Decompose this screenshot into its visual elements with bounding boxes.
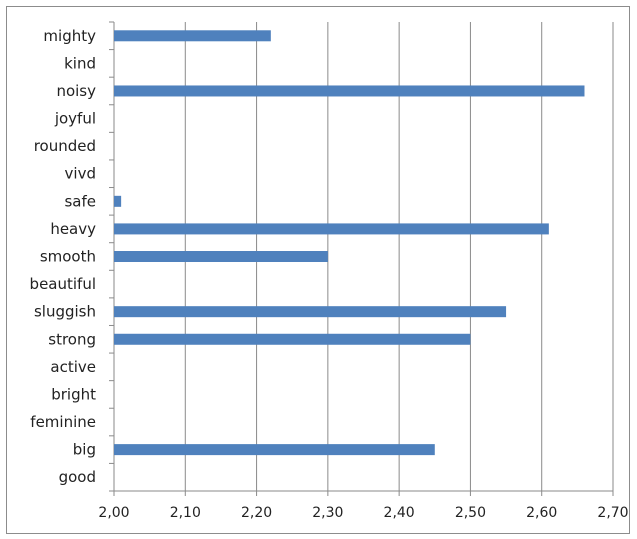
category-label-feminine: feminine xyxy=(30,413,96,431)
category-label-noisy: noisy xyxy=(56,82,96,100)
category-label-heavy: heavy xyxy=(50,220,96,238)
category-label-vivd: vivd xyxy=(65,165,96,183)
bar-big xyxy=(114,444,435,456)
bar-sluggish xyxy=(114,306,507,318)
bar-smooth xyxy=(114,251,328,262)
x-tick-label: 2,10 xyxy=(170,505,201,521)
x-tick-label: 2,60 xyxy=(526,505,557,521)
bar-safe xyxy=(114,195,122,207)
category-label-rounded: rounded xyxy=(34,137,96,155)
x-tick-label: 2,50 xyxy=(455,505,486,521)
bar-noisy xyxy=(114,85,585,97)
category-label-sluggish: sluggish xyxy=(34,303,96,321)
category-label-active: active xyxy=(50,358,96,376)
x-tick-label: 2,30 xyxy=(312,505,343,521)
bar-heavy xyxy=(114,223,549,235)
x-tick-label: 2,20 xyxy=(241,505,272,521)
x-tick-label: 2,40 xyxy=(384,505,415,521)
category-label-strong: strong xyxy=(48,330,96,348)
category-label-joyful: joyful xyxy=(54,110,96,128)
category-label-safe: safe xyxy=(64,192,96,210)
x-tick-label: 2,00 xyxy=(98,505,129,521)
category-label-mighty: mighty xyxy=(43,27,96,45)
category-label-kind: kind xyxy=(64,54,96,72)
category-label-beautiful: beautiful xyxy=(30,275,96,293)
bar-mighty xyxy=(114,30,271,42)
bar-strong xyxy=(114,333,471,345)
category-label-good: good xyxy=(59,468,96,486)
category-label-bright: bright xyxy=(51,385,96,403)
x-tick-label: 2,70 xyxy=(597,505,628,521)
category-label-big: big xyxy=(73,441,96,459)
category-label-smooth: smooth xyxy=(40,248,96,266)
